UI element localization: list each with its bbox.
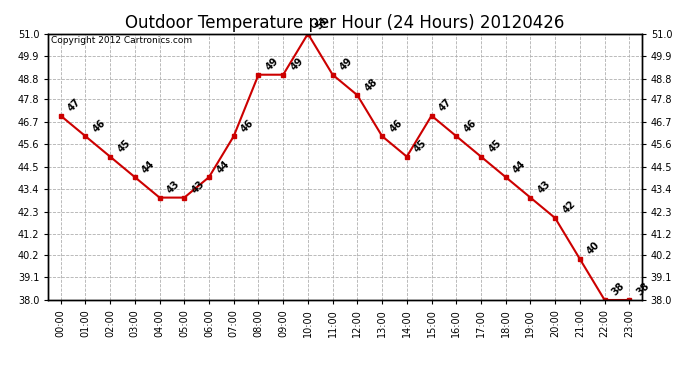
Text: 51: 51 — [313, 15, 330, 32]
Text: 49: 49 — [338, 56, 355, 72]
Text: 45: 45 — [116, 138, 132, 154]
Text: 38: 38 — [635, 281, 651, 298]
Text: 45: 45 — [413, 138, 429, 154]
Text: 43: 43 — [536, 179, 553, 195]
Text: 44: 44 — [511, 158, 528, 175]
Text: 45: 45 — [486, 138, 503, 154]
Text: 46: 46 — [388, 117, 404, 134]
Text: 49: 49 — [264, 56, 281, 72]
Text: 47: 47 — [66, 97, 83, 114]
Text: Copyright 2012 Cartronics.com: Copyright 2012 Cartronics.com — [51, 36, 193, 45]
Text: 44: 44 — [140, 158, 157, 175]
Text: 43: 43 — [190, 179, 206, 195]
Text: 46: 46 — [91, 117, 108, 134]
Text: 46: 46 — [462, 117, 478, 134]
Text: 38: 38 — [610, 281, 627, 298]
Text: 47: 47 — [437, 97, 454, 114]
Text: 43: 43 — [165, 179, 181, 195]
Text: 46: 46 — [239, 117, 256, 134]
Title: Outdoor Temperature per Hour (24 Hours) 20120426: Outdoor Temperature per Hour (24 Hours) … — [126, 14, 564, 32]
Text: 40: 40 — [585, 240, 602, 257]
Text: 49: 49 — [288, 56, 306, 72]
Text: 42: 42 — [561, 199, 578, 216]
Text: 48: 48 — [363, 76, 380, 93]
Text: 44: 44 — [215, 158, 231, 175]
